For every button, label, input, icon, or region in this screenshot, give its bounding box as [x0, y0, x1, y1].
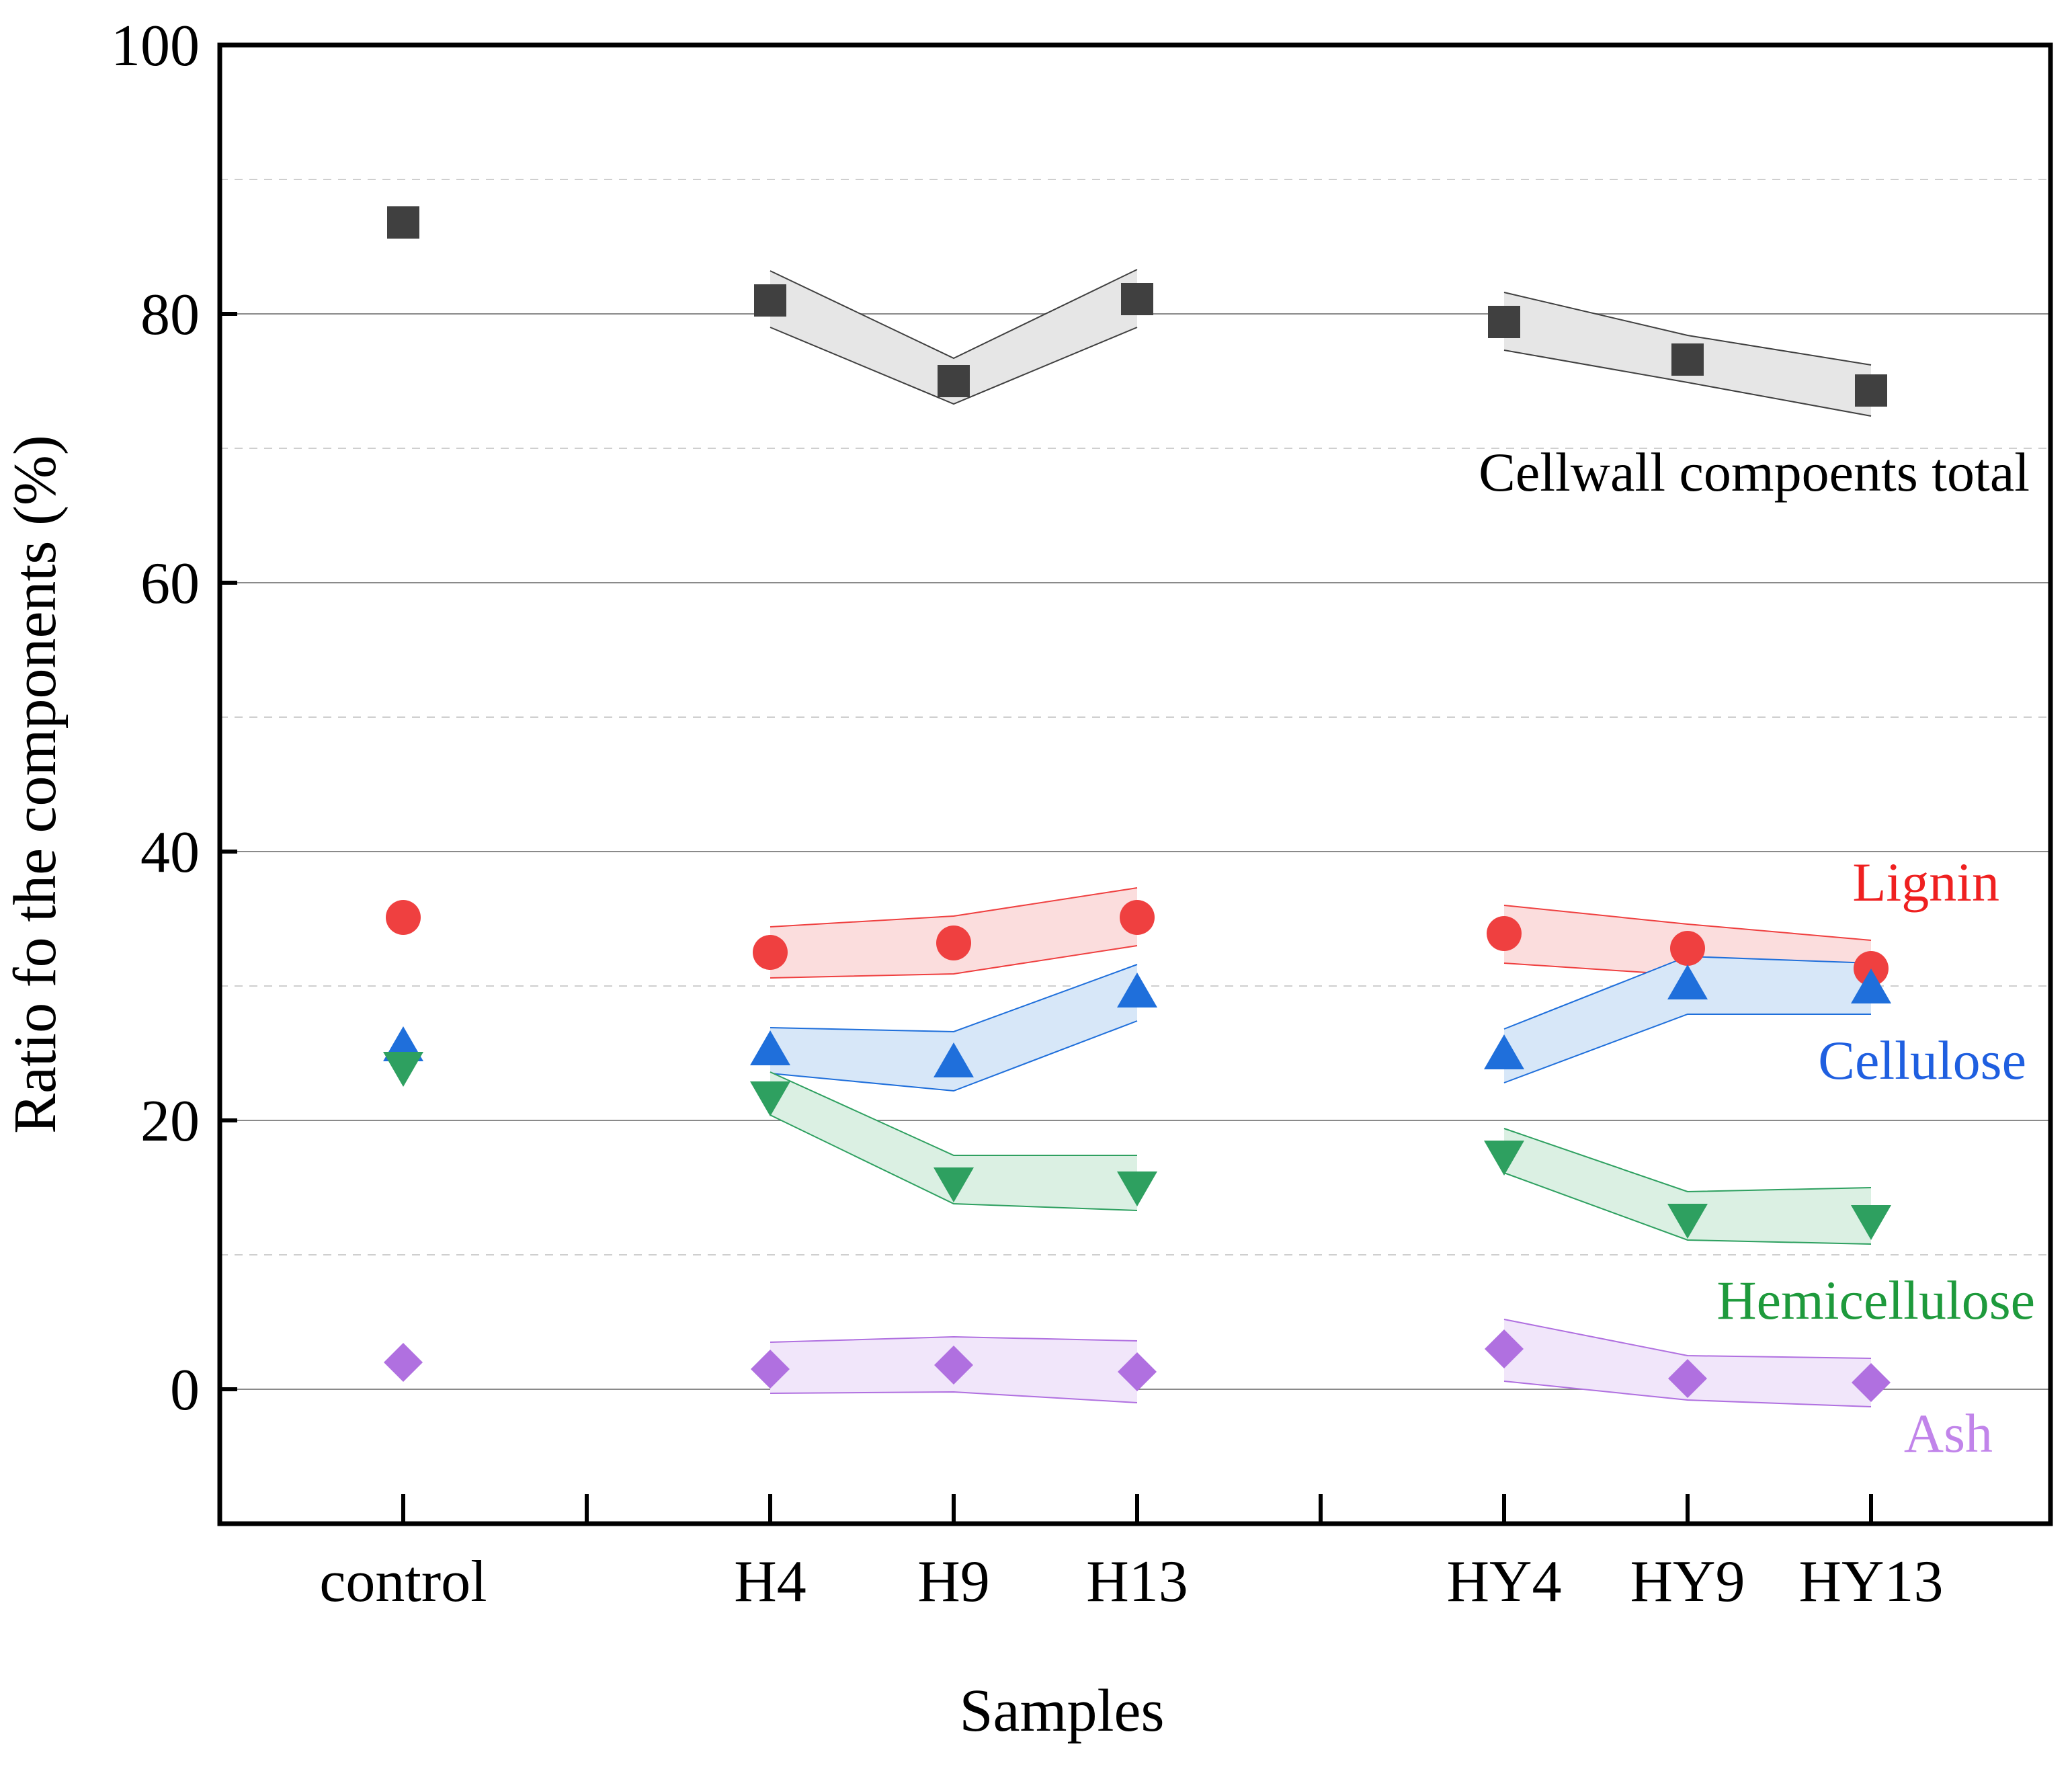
- point-ash-hy4: [1485, 1329, 1524, 1368]
- band-upper-cellulose-h: [770, 964, 1138, 1033]
- x-tick-label-h4: H4: [734, 1549, 806, 1614]
- series-label-cellwall-total: Cellwall compoents total: [1479, 442, 2030, 503]
- y-tick-label-20: 20: [140, 1089, 200, 1154]
- band-lower-cellulose-hy: [1503, 1014, 1871, 1083]
- x-tick-label-hy4: HY4: [1446, 1549, 1561, 1614]
- point-hemicellulose-hy9: [1667, 1204, 1708, 1239]
- y-tick-label-40: 40: [140, 820, 200, 885]
- band-lower-ash-hy: [1503, 1381, 1872, 1407]
- x-tick-label-hy9: HY9: [1630, 1549, 1745, 1614]
- band-lower-cellwall-compoents-total-h: [770, 327, 1138, 405]
- series-label-cellulose: Cellulose: [1818, 1030, 2026, 1091]
- band-hemicellulose-h: [770, 1072, 1137, 1210]
- point-cellwall-compoents-total-h4: [754, 284, 786, 317]
- point-cellulose-hy9: [1667, 964, 1708, 999]
- point-lignin-hy4: [1487, 916, 1522, 951]
- point-cellwall-compoents-total-control: [387, 206, 419, 239]
- point-cellulose-h13: [1117, 973, 1157, 1007]
- axis-layer: 0 20 40 60 80 100 control H4 H9 H13 HY4 HY9 HY13: [111, 13, 1944, 1614]
- band-upper-ash-h: [770, 1335, 1138, 1343]
- band-cellulose-h: [770, 964, 1137, 1091]
- band-layer: [770, 269, 1872, 1407]
- point-ash-control: [384, 1343, 423, 1382]
- series-label-lignin: Lignin: [1852, 852, 1999, 913]
- point-cellwall-compoents-total-h9: [938, 365, 970, 397]
- band-upper-lignin-h: [770, 887, 1138, 928]
- band-lower-ash-h: [770, 1391, 1138, 1403]
- point-hemicellulose-control: [383, 1052, 423, 1087]
- band-upper-lignin-hy: [1503, 905, 1872, 941]
- point-cellulose-hy4: [1484, 1034, 1524, 1069]
- series-label-hemicellulose: Hemicellulose: [1716, 1270, 2035, 1331]
- band-cellulose-hy: [1504, 956, 1871, 1083]
- y-axis-title: Ratio fo the components (%): [2, 435, 69, 1134]
- band-hemicellulose-hy: [1504, 1128, 1871, 1244]
- point-ash-h13: [1118, 1352, 1157, 1391]
- x-tick-label-h13: H13: [1086, 1549, 1188, 1614]
- point-hemicellulose-h4: [750, 1081, 790, 1116]
- band-upper-hemicellulose-h: [770, 1071, 1137, 1156]
- point-cellwall-compoents-total-hy13: [1855, 374, 1887, 407]
- band-upper-hemicellulose-hy: [1503, 1128, 1872, 1193]
- point-cellwall-compoents-total-h13: [1121, 283, 1153, 315]
- point-cellulose-h9: [934, 1042, 974, 1077]
- point-ash-hy13: [1852, 1363, 1891, 1402]
- point-lignin-h13: [1120, 900, 1155, 935]
- marker-layer: [383, 206, 1891, 1402]
- point-hemicellulose-hy4: [1484, 1141, 1524, 1176]
- band-lower-cellulose-h: [770, 1020, 1138, 1092]
- point-lignin-h4: [753, 935, 788, 970]
- band-upper-cellwall-compoents-total-h: [770, 269, 1138, 360]
- point-ash-hy9: [1668, 1359, 1707, 1398]
- series-labels: Cellwall compoents total Lignin Cellulos…: [1479, 442, 2035, 1464]
- point-ash-h4: [751, 1350, 790, 1389]
- point-cellulose-hy13: [1851, 969, 1891, 1003]
- y-tick-label-80: 80: [140, 282, 200, 347]
- band-lower-hemicellulose-hy: [1503, 1172, 1872, 1245]
- point-ash-h9: [934, 1346, 973, 1385]
- point-lignin-hy9: [1670, 931, 1705, 966]
- band-upper-ash-hy: [1503, 1319, 1872, 1359]
- y-tick-label-60: 60: [140, 551, 200, 616]
- band-lower-hemicellulose-h: [770, 1114, 1138, 1211]
- point-lignin-h9: [936, 925, 971, 960]
- band-upper-cellwall-compoents-total-hy: [1503, 292, 1872, 366]
- point-hemicellulose-h9: [934, 1167, 974, 1202]
- y-tick-label-0: 0: [170, 1358, 200, 1423]
- point-cellwall-compoents-total-hy9: [1671, 343, 1704, 376]
- band-lower-cellwall-compoents-total-hy: [1503, 349, 1872, 417]
- point-hemicellulose-hy13: [1851, 1205, 1891, 1240]
- band-lower-lignin-h: [770, 945, 1138, 979]
- point-cellwall-compoents-total-hy4: [1488, 306, 1520, 338]
- x-axis-title: Samples: [960, 1678, 1165, 1744]
- point-cellulose-h4: [750, 1030, 790, 1065]
- y-tick-label-100: 100: [111, 13, 200, 79]
- x-tick-label-hy13: HY13: [1798, 1549, 1943, 1614]
- point-hemicellulose-h13: [1117, 1171, 1157, 1206]
- series-label-ash: Ash: [1904, 1403, 1993, 1464]
- x-tick-label-control: control: [319, 1549, 487, 1614]
- x-tick-label-h9: H9: [917, 1549, 990, 1614]
- point-lignin-control: [386, 900, 421, 935]
